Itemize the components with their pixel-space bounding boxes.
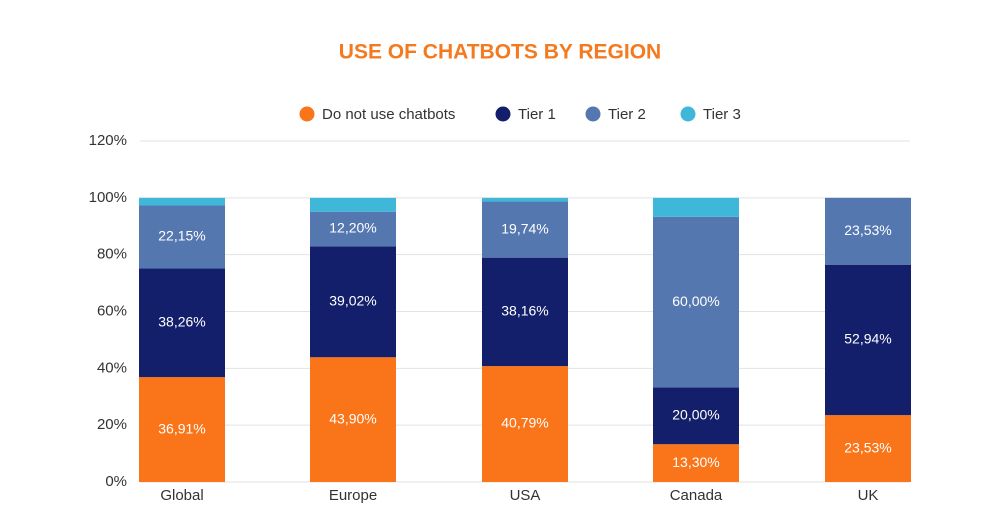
bar-segment: [825, 415, 911, 482]
x-tick-label: UK: [858, 487, 879, 504]
y-tick-label: 20%: [97, 416, 127, 433]
bar-segment: [310, 246, 396, 358]
x-tick-label: Europe: [329, 487, 377, 504]
bar-segment: [310, 211, 396, 247]
x-tick-label: Canada: [670, 487, 723, 504]
bar-segment: [653, 387, 739, 445]
value-label: 38,16%: [501, 303, 548, 319]
bar-segment: [482, 201, 568, 258]
value-label: 39,02%: [329, 293, 376, 309]
y-tick-label: 0%: [105, 473, 127, 490]
value-label: 23,53%: [844, 439, 891, 455]
bar-segment: [482, 197, 568, 202]
legend-marker: [299, 106, 315, 122]
bar-segment: [653, 216, 739, 388]
chart-title: USE OF CHATBOTS BY REGION: [339, 41, 661, 64]
bar-segment: [653, 197, 739, 217]
bar-segment: [139, 268, 225, 378]
bar-segment: [482, 366, 568, 482]
y-tick-label: 80%: [97, 246, 127, 263]
bar-segment: [653, 444, 739, 482]
legend-label: Do not use chatbots: [322, 106, 455, 123]
value-label: 40,79%: [501, 415, 548, 431]
value-label: 23,53%: [844, 222, 891, 238]
bar-segment: [825, 264, 911, 416]
x-tick-label: USA: [510, 487, 541, 504]
value-label: 38,26%: [158, 313, 205, 329]
value-label: 13,30%: [672, 454, 719, 470]
value-label: 60,00%: [672, 293, 719, 309]
legend-marker: [585, 106, 601, 122]
bar-segment: [139, 377, 225, 482]
legend-label: Tier 2: [608, 106, 646, 123]
legend-label: Tier 1: [518, 106, 556, 123]
value-label: 19,74%: [501, 220, 548, 236]
bar-segment: [482, 257, 568, 367]
y-tick-label: 60%: [97, 302, 127, 319]
legend-marker: [495, 106, 511, 122]
value-label: 20,00%: [672, 406, 719, 422]
bar-segment: [310, 197, 396, 212]
bar-segment: [139, 197, 225, 206]
value-label: 12,20%: [329, 220, 376, 236]
bar-segment: [825, 197, 911, 265]
value-label: 52,94%: [844, 331, 891, 347]
legend-label: Tier 3: [703, 106, 741, 123]
value-label: 22,15%: [158, 228, 205, 244]
legend-marker: [680, 106, 696, 122]
bar-segment: [139, 205, 225, 269]
y-tick-label: 40%: [97, 359, 127, 376]
y-tick-label: 100%: [89, 189, 127, 206]
x-tick-label: Global: [160, 487, 203, 504]
value-label: 36,91%: [158, 420, 205, 436]
value-label: 43,90%: [329, 410, 376, 426]
bar-segment: [310, 357, 396, 482]
y-tick-label: 120%: [89, 132, 127, 149]
